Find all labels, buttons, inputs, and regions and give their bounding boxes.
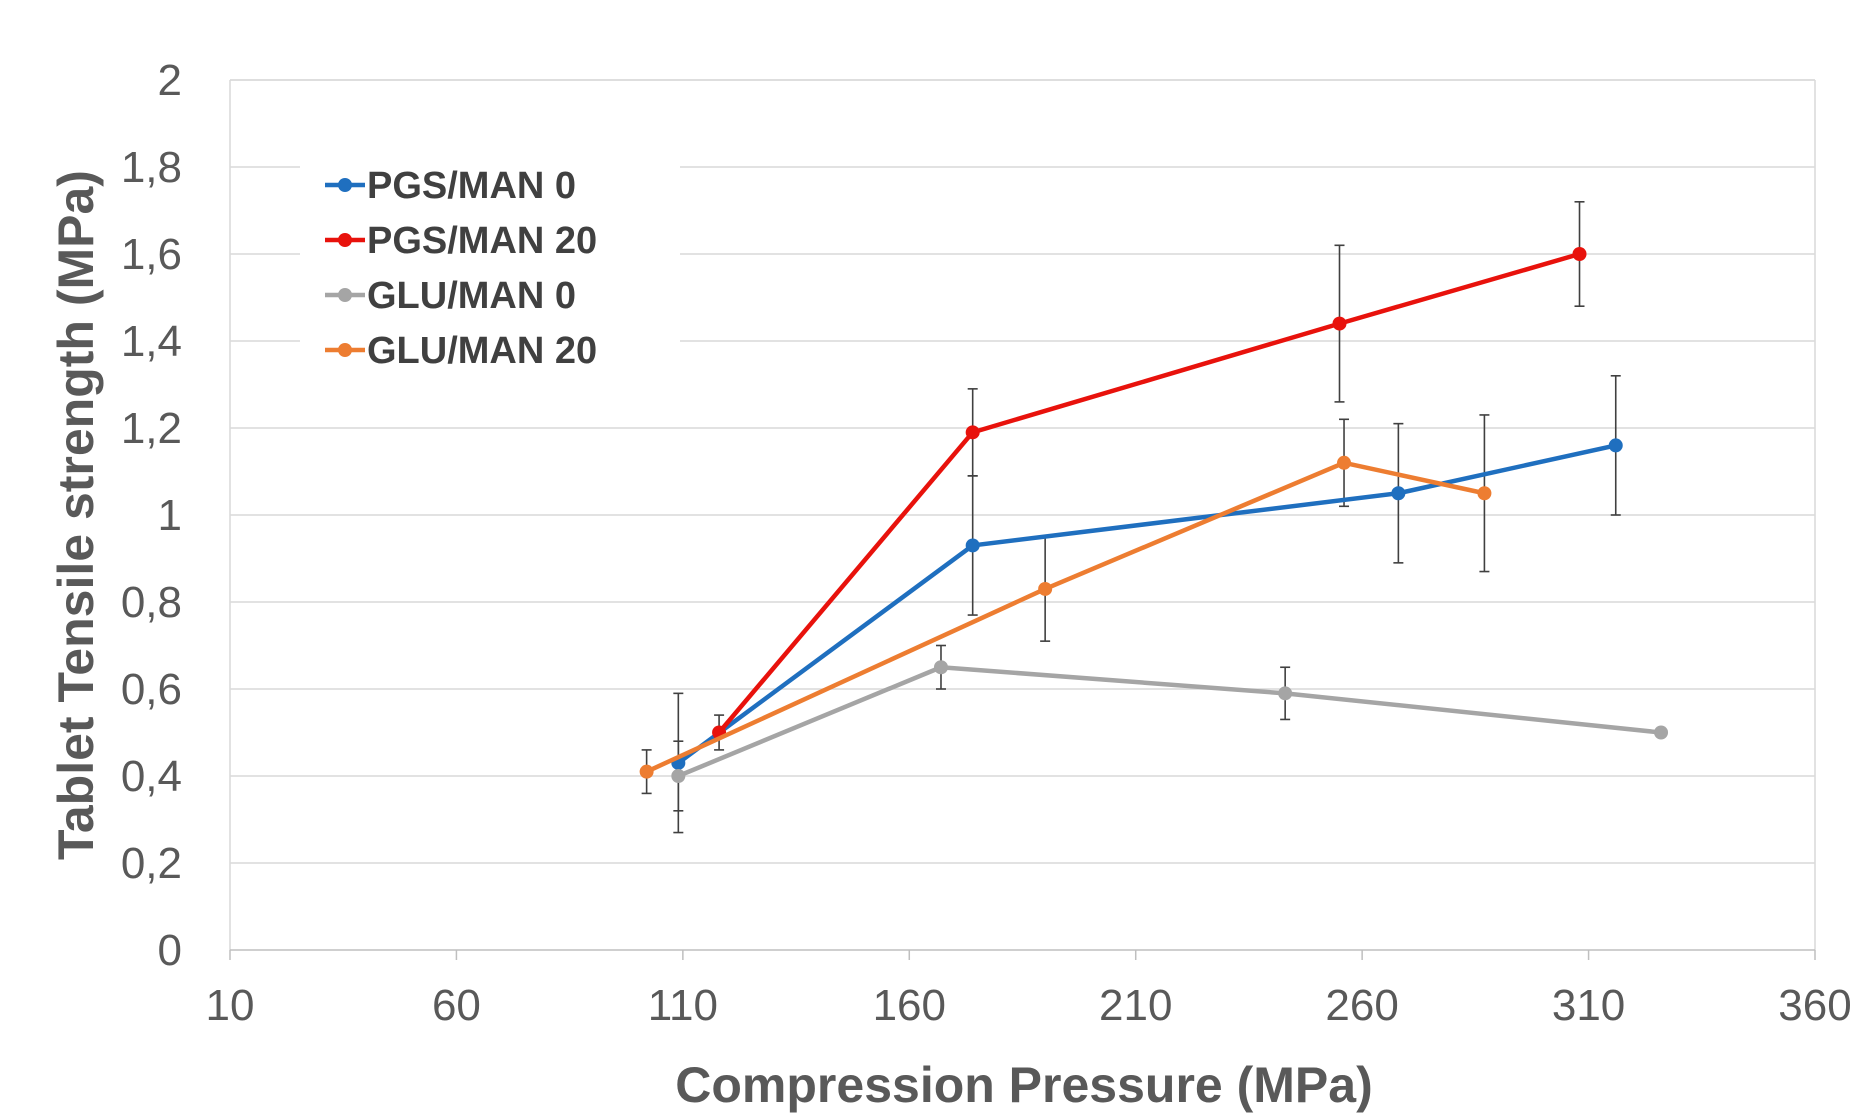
y-tick-label: 1	[158, 491, 182, 540]
data-point-glu-man-0	[933, 660, 948, 675]
legend-label: PGS/MAN 20	[367, 220, 597, 262]
x-tick-label: 360	[1778, 981, 1851, 1030]
y-tick-label: 0,2	[121, 839, 182, 888]
data-point-pgs-man-0	[1608, 438, 1623, 453]
series	[639, 247, 1669, 783]
y-tick-label: 0,4	[121, 752, 182, 801]
y-tick-label: 0	[158, 926, 182, 975]
legend-label: GLU/MAN 20	[367, 330, 597, 372]
data-point-glu-man-20	[1477, 486, 1492, 501]
x-axis-title: Compression Pressure (MPa)	[675, 1057, 1372, 1113]
data-point-pgs-man-0	[965, 538, 980, 553]
x-tick-label: 210	[1099, 981, 1172, 1030]
y-tick-label: 1,8	[121, 143, 182, 192]
y-tick-label: 2	[158, 56, 182, 105]
x-tick-label: 10	[206, 981, 255, 1030]
series-line-glu-man-0	[677, 665, 1662, 779]
y-tick-label: 1,2	[121, 404, 182, 453]
data-point-pgs-man-0	[1391, 486, 1406, 501]
x-tick-label: 310	[1552, 981, 1625, 1030]
data-point-glu-man-0	[671, 769, 686, 783]
series-line-pgs-man-0	[676, 443, 1617, 765]
y-tick-label: 1,6	[121, 230, 182, 279]
data-point-pgs-man-20	[1332, 316, 1347, 331]
legend: PGS/MAN 0 PGS/MAN 20 GLU/MAN 0 GLU/MAN 20	[300, 140, 680, 380]
legend-label: GLU/MAN 0	[367, 275, 576, 317]
data-point-glu-man-20	[639, 764, 654, 779]
axes: 10 60 110 160 210 260 310 360 0 0,2 0,4 0,6 0,8 1 1,2 1…	[121, 56, 1852, 1030]
x-tick-label: 260	[1325, 981, 1398, 1030]
x-tick-label: 60	[432, 981, 481, 1030]
series-line-glu-man-20	[645, 460, 1485, 774]
legend-marker	[338, 233, 352, 247]
data-point-glu-man-20	[1038, 581, 1053, 596]
legend-marker	[338, 343, 352, 357]
data-point-pgs-man-20	[1572, 247, 1587, 261]
y-tick-label: 1,4	[121, 317, 182, 366]
legend-marker	[338, 178, 352, 192]
y-axis-title: Tablet Tensile strength (MPa)	[48, 170, 104, 860]
legend-background	[300, 140, 680, 380]
series-line-pgs-man-20	[717, 251, 1581, 734]
x-tick-label: 110	[648, 981, 718, 1030]
data-point-pgs-man-20	[965, 425, 980, 440]
y-tick-label: 0,6	[121, 665, 182, 714]
legend-marker	[338, 288, 352, 302]
y-tick-label: 0,8	[121, 578, 182, 627]
data-point-glu-man-0	[1654, 725, 1669, 740]
x-tick-label: 160	[873, 981, 946, 1030]
data-point-glu-man-20	[1337, 455, 1352, 470]
legend-label: PGS/MAN 0	[367, 165, 576, 207]
data-point-glu-man-0	[1278, 686, 1293, 701]
